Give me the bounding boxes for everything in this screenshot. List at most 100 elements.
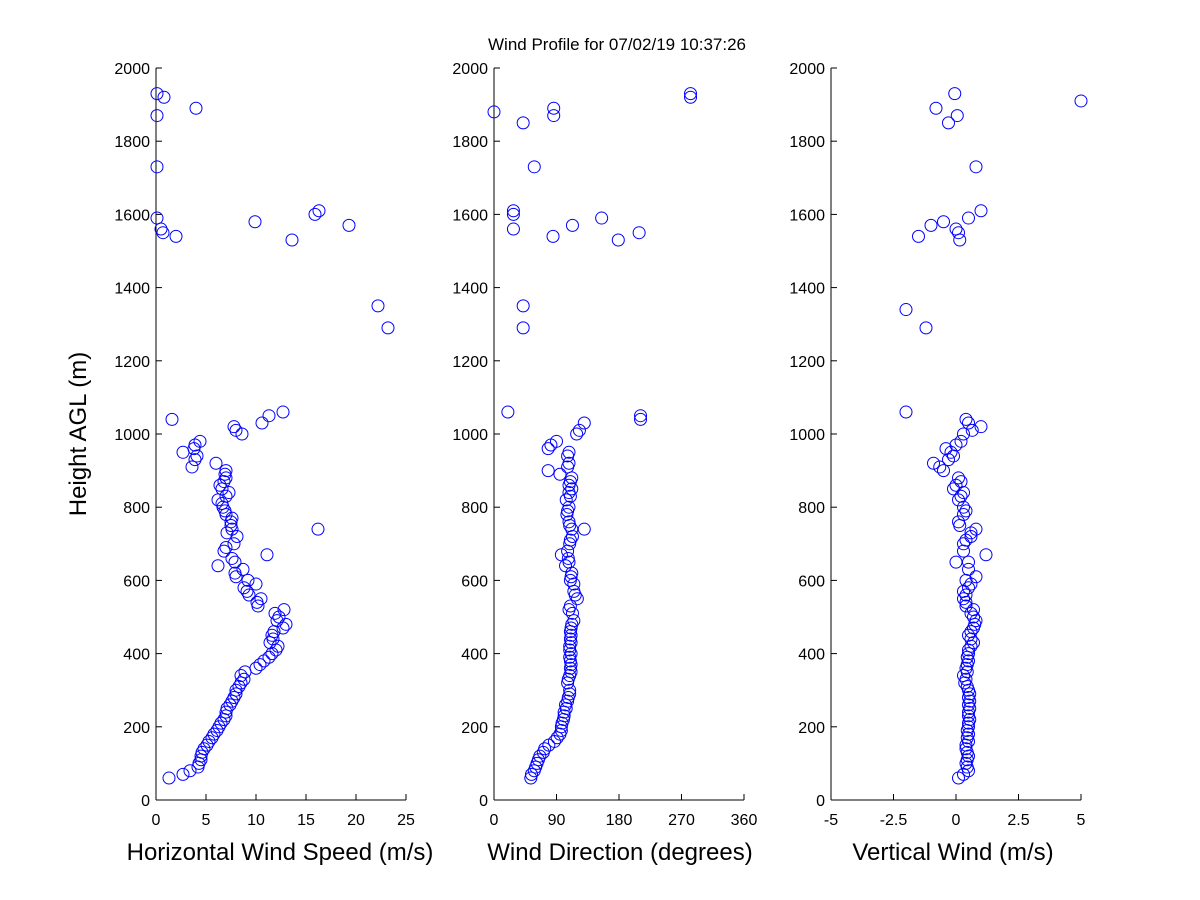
y-tick-label: 1400: [789, 281, 825, 298]
data-point: [611, 233, 625, 247]
data-point: [561, 544, 575, 558]
data-point: [183, 764, 197, 778]
data-point: [563, 537, 577, 551]
data-point: [565, 529, 579, 543]
data-point: [959, 756, 973, 770]
data-point: [949, 555, 963, 569]
data-point: [210, 723, 224, 737]
data-point: [216, 500, 230, 514]
data-point: [269, 643, 283, 657]
data-point: [968, 617, 982, 631]
data-point: [561, 449, 575, 463]
data-point: [960, 745, 974, 759]
x-tick-label: -5: [824, 812, 838, 829]
data-point: [924, 218, 938, 232]
data-points: [150, 87, 395, 785]
data-point: [240, 584, 254, 598]
data-point: [251, 599, 265, 613]
data-point: [960, 658, 974, 672]
data-point: [230, 529, 244, 543]
data-point: [229, 570, 243, 584]
data-point: [207, 727, 221, 741]
data-point: [952, 471, 965, 485]
x-tick-label: 20: [347, 812, 365, 829]
data-point: [962, 734, 975, 748]
data-point: [570, 592, 584, 606]
data-point: [524, 771, 538, 785]
data-point: [957, 500, 970, 514]
x-tick-label: 10: [247, 812, 265, 829]
data-point: [634, 412, 648, 426]
data-point: [211, 559, 225, 573]
data-point: [942, 453, 955, 467]
x-axis-label: Wind Direction (degrees): [487, 839, 752, 866]
data-point: [217, 544, 231, 558]
x-tick-label: 15: [297, 812, 315, 829]
data-point: [169, 229, 183, 243]
y-tick-label: 200: [123, 720, 150, 737]
data-point: [962, 683, 975, 697]
data-point: [563, 639, 577, 653]
x-tick-label: 90: [548, 812, 566, 829]
data-point: [150, 160, 164, 174]
data-point: [516, 116, 530, 130]
y-tick-label: 0: [141, 793, 150, 810]
data-point: [212, 720, 226, 734]
y-tick-label: 1000: [114, 427, 150, 444]
data-point: [342, 218, 356, 232]
x-tick-label: 0: [952, 812, 961, 829]
data-point: [964, 639, 978, 653]
panel-3: 0 200 400 600 800 1000 1200 1400 1600 1800 2000 -5 -…: [789, 61, 1088, 866]
y-tick-label: 1600: [452, 207, 488, 224]
data-point: [217, 475, 231, 489]
data-point: [937, 464, 950, 478]
data-point: [262, 409, 276, 423]
data-point: [962, 691, 975, 705]
data-point: [165, 412, 179, 426]
data-point: [1074, 94, 1088, 108]
data-point: [953, 519, 967, 532]
data-point: [162, 771, 176, 785]
y-tick-label: 1200: [452, 354, 488, 371]
data-point: [227, 420, 241, 434]
data-point: [254, 592, 268, 606]
y-tick-label: 1000: [452, 427, 488, 444]
data-point: [157, 90, 171, 104]
data-point: [150, 109, 164, 123]
data-point: [225, 551, 239, 565]
data-point: [960, 680, 974, 694]
y-tick-label: 2000: [789, 61, 825, 78]
data-point: [249, 661, 263, 675]
data-point: [952, 226, 965, 240]
data-point: [176, 767, 190, 781]
data-point: [952, 493, 965, 507]
data-point: [150, 87, 164, 101]
data-point: [962, 555, 975, 569]
data-point: [219, 705, 233, 719]
panel-1: 0 200 400 600 800 1000 1200 1400 1600 1800 2000 0 5 1…: [65, 61, 433, 866]
y-tick-label: 1400: [114, 281, 150, 298]
data-point: [969, 160, 983, 174]
y-tick-label: 200: [798, 720, 825, 737]
data-point: [516, 299, 530, 313]
y-tick-label: 1200: [789, 354, 825, 371]
data-point: [501, 405, 515, 419]
x-tick-label: 2.5: [1007, 812, 1029, 829]
data-point: [219, 540, 233, 554]
data-point: [962, 749, 975, 763]
data-point: [194, 753, 208, 767]
data-point: [967, 636, 980, 650]
data-point: [277, 603, 291, 617]
data-point: [234, 669, 248, 683]
data-point: [202, 734, 216, 748]
data-point: [237, 581, 251, 595]
data-point: [506, 204, 520, 218]
data-point: [200, 738, 214, 752]
data-point: [957, 592, 970, 606]
data-point: [263, 636, 277, 650]
data-point: [236, 562, 250, 576]
data-point: [577, 522, 591, 536]
data-point: [217, 712, 231, 726]
